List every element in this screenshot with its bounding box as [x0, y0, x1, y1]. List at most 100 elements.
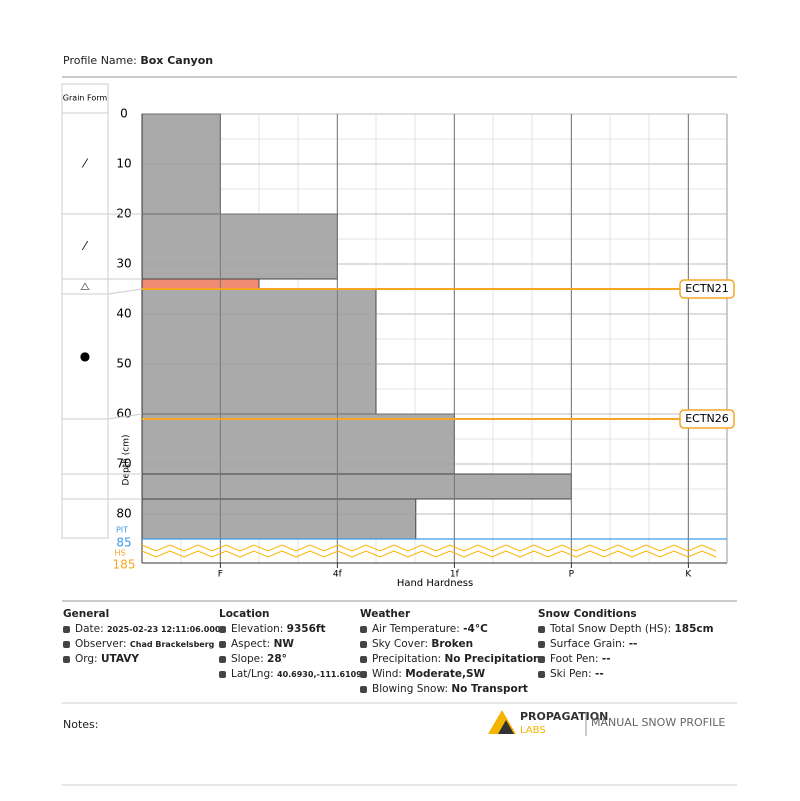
info-label: Ski Pen:	[550, 668, 592, 680]
info-value: No Precipitation	[444, 653, 541, 665]
layer-bar	[141, 278, 260, 290]
y-tick-label: 80	[116, 507, 131, 521]
info-value: UTAVY	[100, 653, 139, 665]
info-value: Broken	[431, 638, 474, 650]
info-row: Surface Grain: --	[538, 637, 714, 652]
layer-bar	[141, 213, 338, 280]
layer-bar	[141, 413, 455, 475]
info-label: Foot Pen:	[550, 653, 599, 665]
logo-mark	[498, 720, 514, 734]
info-value: Chad Brackelsberg	[129, 640, 215, 649]
info-row: Wind: Moderate,SW	[360, 667, 541, 682]
info-section: Weather Air Temperature: -4°C Sky Cover: B…	[360, 608, 541, 697]
info-row: Date: 2025-02-23 12:11:06.000	[63, 622, 220, 637]
layer-bar	[141, 498, 417, 540]
section-title: General	[63, 608, 110, 620]
x-tick-label: 4f	[333, 570, 343, 580]
info-row: Aspect: NW	[219, 637, 362, 652]
y-tick-label: 10	[116, 157, 131, 171]
y-tick-label: 30	[116, 257, 131, 271]
info-label: Observer:	[75, 638, 127, 650]
pit-depth: 85	[116, 536, 131, 550]
x-tick-label: F	[218, 570, 223, 580]
info-section: Snow Conditions Total Snow Depth (HS): 18…	[538, 608, 714, 682]
section-title: Weather	[360, 608, 411, 620]
info-value: 185cm	[674, 623, 714, 635]
y-tick-label: 50	[116, 357, 131, 371]
info-row: Org: UTAVY	[63, 652, 220, 667]
info-section: General Date: 2025-02-23 12:11:06.000 Obse…	[63, 608, 220, 667]
test-label: ECTN21	[685, 282, 729, 295]
pit-label: PIT	[116, 526, 128, 535]
y-tick-label: 60	[116, 407, 131, 421]
info-row: Ski Pen: --	[538, 667, 714, 682]
y-tick-label: 40	[116, 307, 131, 321]
info-label: Lat/Lng:	[231, 668, 274, 680]
info-value: 9356ft	[286, 623, 326, 635]
info-label: Date:	[75, 623, 104, 635]
logo-text: LABS	[520, 725, 546, 736]
info-value: Moderate,SW	[405, 668, 486, 680]
info-value: 28°	[267, 653, 287, 665]
y-axis-label: Depth (cm)	[122, 434, 132, 485]
info-value: --	[594, 668, 604, 680]
test-label: ECTN26	[685, 412, 729, 425]
y-tick-label: 70	[116, 457, 131, 471]
info-value: 2025-02-23 12:11:06.000	[106, 625, 221, 634]
grain-header: Grain Form	[63, 94, 108, 103]
info-label: Wind:	[372, 668, 402, 680]
profile-label: Profile Name:	[63, 54, 137, 67]
info-value: --	[601, 653, 611, 665]
layer-bar	[141, 473, 572, 500]
info-row: Air Temperature: -4°C	[360, 622, 541, 637]
info-section: Location Elevation: 9356ft Aspect: NW Slope…	[219, 608, 362, 682]
y-tick-label: 0	[120, 107, 128, 121]
notes: Notes:	[63, 718, 99, 731]
section-title: Location	[219, 608, 270, 620]
info-row: Sky Cover: Broken	[360, 637, 541, 652]
info-row: Precipitation: No Precipitation	[360, 652, 541, 667]
info-label: Total Snow Depth (HS):	[550, 623, 672, 635]
x-tick-label: K	[685, 570, 692, 580]
axis-break	[141, 550, 717, 558]
info-label: Aspect:	[231, 638, 271, 650]
info-row: Observer: Chad Brackelsberg	[63, 637, 220, 652]
info-label: Surface Grain:	[550, 638, 626, 650]
test-box	[679, 409, 735, 429]
grain-column	[61, 83, 109, 539]
grain-symbol: ⁄	[81, 239, 89, 253]
grain-connector	[107, 413, 143, 420]
profile-value: Box Canyon	[140, 54, 214, 67]
logo-caption: MANUAL SNOW PROFILE	[591, 716, 725, 729]
info-value: No Transport	[451, 683, 528, 695]
info-row: Foot Pen: --	[538, 652, 714, 667]
info-row: Total Snow Depth (HS): 185cm	[538, 622, 714, 637]
info-label: Slope:	[231, 653, 264, 665]
grain-symbol: ⁄	[81, 157, 89, 171]
test-box	[679, 279, 735, 299]
info-row: Blowing Snow: No Transport	[360, 682, 541, 697]
info-label: Precipitation:	[372, 653, 442, 665]
info-row: Slope: 28°	[219, 652, 362, 667]
info-label: Air Temperature:	[372, 623, 460, 635]
info-value: 40.6930,-111.6109	[277, 670, 362, 679]
grain-connector	[107, 288, 143, 295]
info-label: Sky Cover:	[372, 638, 429, 650]
hs-value: 185	[113, 558, 136, 572]
section-title: Snow Conditions	[538, 608, 637, 620]
info-label: Elevation:	[231, 623, 284, 635]
x-axis-label: Hand Hardness	[397, 578, 473, 589]
profile-name: Profile Name: Box Canyon	[63, 54, 213, 67]
info-row: Lat/Lng: 40.6930,-111.6109	[219, 667, 362, 682]
axis-break	[141, 544, 717, 552]
info-label: Blowing Snow:	[372, 683, 449, 695]
logo: PROPAGATION LABS MANUAL SNOW PROFILE	[488, 710, 725, 736]
info-value: NW	[273, 638, 294, 650]
grain-symbol: ⧍	[80, 282, 90, 293]
info-value: --	[628, 638, 638, 650]
info-row: Elevation: 9356ft	[219, 622, 362, 637]
chart: Grain Form Depth (cm) Hand Hardness 0102…	[61, 76, 737, 589]
x-tick-label: P	[569, 570, 575, 580]
grain-symbol: ●	[80, 349, 90, 363]
